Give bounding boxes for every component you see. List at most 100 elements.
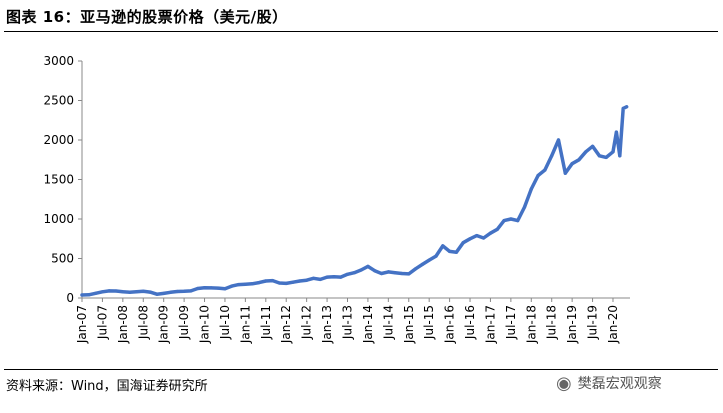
data-point xyxy=(257,281,261,285)
data-point xyxy=(277,281,281,285)
x-tick-label: Jan-18 xyxy=(524,305,538,344)
data-point xyxy=(311,276,316,280)
x-tick-label: Jul-10 xyxy=(218,305,232,340)
data-point xyxy=(80,293,84,297)
data-point xyxy=(230,284,234,288)
data-point xyxy=(556,138,561,142)
data-point xyxy=(318,277,322,281)
data-point xyxy=(168,290,173,294)
data-point xyxy=(202,286,207,290)
data-point xyxy=(454,250,458,254)
data-point xyxy=(482,236,486,240)
data-point xyxy=(359,268,363,272)
data-point xyxy=(536,173,540,178)
data-point xyxy=(414,267,418,271)
watermark: ◉ 樊磊宏观观察 xyxy=(556,370,716,396)
data-point xyxy=(121,290,125,294)
chart-title: 图表 16：亚马逊的股票价格（美元/股） xyxy=(6,8,288,26)
data-point xyxy=(379,271,384,276)
data-point xyxy=(400,271,404,276)
watermark-label: 樊磊宏观观察 xyxy=(577,376,662,392)
data-point xyxy=(373,269,377,273)
y-tick-label: 3000 xyxy=(43,54,74,68)
data-point xyxy=(128,290,132,294)
data-point xyxy=(271,279,275,283)
data-point xyxy=(182,289,186,293)
data-point xyxy=(495,227,499,231)
x-tick-label: Jul-12 xyxy=(300,305,314,340)
data-point xyxy=(502,219,506,223)
data-point xyxy=(209,286,213,290)
data-point xyxy=(162,291,166,295)
y-tick-label: 2000 xyxy=(43,133,74,147)
x-tick-label: Jan-19 xyxy=(565,305,579,344)
x-tick-label: Jul-18 xyxy=(545,305,559,340)
data-point xyxy=(621,106,625,110)
top-rule xyxy=(4,31,718,32)
data-point xyxy=(87,293,91,297)
x-tick-label: Jan-14 xyxy=(361,305,375,344)
data-point xyxy=(345,272,350,276)
data-point xyxy=(107,289,111,293)
y-tick-label: 2500 xyxy=(43,94,74,108)
data-point xyxy=(352,271,356,275)
data-point xyxy=(611,150,615,154)
data-point xyxy=(223,287,227,291)
x-tick-label: Jul-09 xyxy=(177,305,191,340)
y-tick-label: 500 xyxy=(51,252,74,266)
data-point xyxy=(529,187,533,191)
data-point xyxy=(420,262,424,266)
data-point xyxy=(468,237,472,241)
data-point xyxy=(543,168,547,172)
x-tick-label: Jan-09 xyxy=(157,305,171,344)
x-tick-label: Jan-07 xyxy=(75,305,89,344)
x-axis: Jan-07 Jul-07 Jan-08 Jul-08 Jan-09 Jul-09 Jan-… xyxy=(75,297,630,344)
data-point xyxy=(475,234,479,238)
data-point xyxy=(591,144,595,148)
data-point xyxy=(509,217,513,221)
data-point xyxy=(141,289,145,293)
data-point xyxy=(148,290,152,294)
x-tick-label: Jul-16 xyxy=(463,305,477,340)
data-point xyxy=(614,130,619,134)
data-point xyxy=(522,205,527,209)
data-point xyxy=(189,289,193,293)
x-tick-label: Jul-13 xyxy=(340,305,354,340)
data-point xyxy=(305,278,309,282)
data-point xyxy=(393,271,397,275)
data-point xyxy=(114,289,118,293)
data-point xyxy=(618,154,622,158)
data-point xyxy=(134,290,139,294)
data-point xyxy=(366,264,370,268)
data-point xyxy=(284,281,288,285)
x-tick-label: Jul-14 xyxy=(381,305,395,340)
x-tick-label: Jan-13 xyxy=(320,305,334,344)
x-tick-label: Jul-17 xyxy=(504,305,518,340)
data-point xyxy=(175,289,179,294)
data-point xyxy=(250,282,254,286)
x-tick-label: Jan-17 xyxy=(483,305,497,344)
data-point xyxy=(298,279,302,283)
x-tick-label: Jan-12 xyxy=(279,305,293,344)
data-point xyxy=(216,286,220,290)
data-point xyxy=(577,158,581,162)
data-point xyxy=(407,272,411,276)
data-point xyxy=(563,171,567,175)
x-tick-label: Jan-10 xyxy=(198,305,212,344)
data-point xyxy=(516,219,520,223)
data-point xyxy=(264,279,268,283)
y-tick-label: 1000 xyxy=(43,212,74,226)
data-point xyxy=(461,241,465,245)
x-tick-label: Jan-20 xyxy=(606,305,620,344)
x-tick-label: Jan-16 xyxy=(443,305,457,344)
data-point xyxy=(386,270,390,274)
bottom-rule xyxy=(4,369,718,370)
data-point xyxy=(155,292,159,296)
data-point xyxy=(237,283,241,287)
data-point xyxy=(448,249,452,253)
data-point xyxy=(488,231,492,235)
x-tick-label: Jan-11 xyxy=(238,305,252,344)
x-tick-label: Jan-08 xyxy=(116,305,130,344)
data-point xyxy=(339,275,343,279)
